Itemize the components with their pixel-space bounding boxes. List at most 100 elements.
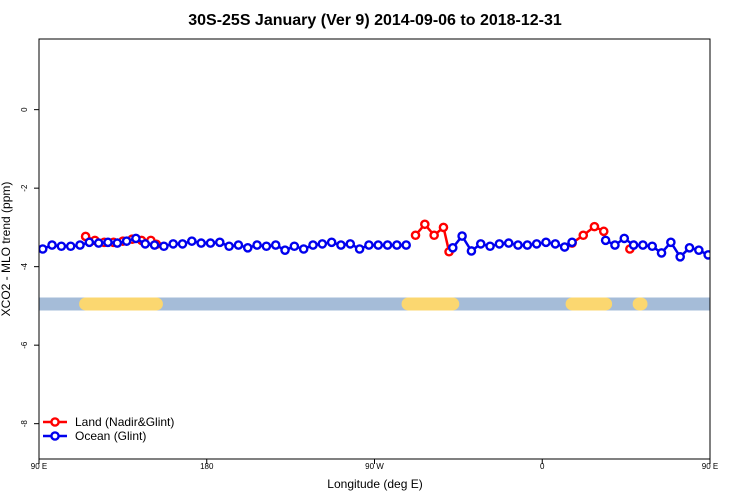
series-1-point [214,237,225,248]
series-0-point [578,230,589,241]
series-1-point [647,241,658,252]
series-1-point [112,238,123,248]
series-1-point [177,239,188,249]
series-1-point [364,240,374,250]
series-1-point [47,240,57,250]
series-1-point [121,236,132,246]
series-1-point [75,240,85,250]
series-0-point [589,221,600,232]
series-1-point [494,239,505,249]
series-1-point [336,240,346,250]
y-tick-label: 0 [20,107,29,112]
series-1-point [466,246,477,256]
series-1-point [559,242,570,252]
series-1-point [205,238,216,248]
series-1-point [401,240,411,250]
series-1-point [39,244,48,254]
series-1-point [187,236,197,246]
series-0-line-2 [571,225,605,245]
series-1-point [168,239,178,249]
series-1-point [224,241,234,252]
series-1 [39,231,749,262]
series-1-point [503,238,514,248]
series-1-point [703,250,710,260]
series-1-point [684,243,695,253]
series-1-point [65,241,76,252]
y-tick-label: -8 [20,420,29,428]
x-tick-label: 180 [200,462,214,471]
series-0-point [420,219,430,230]
series-1-point [159,241,169,252]
series-1-point [531,239,542,249]
series-1-point [149,240,160,250]
series-1-point [252,240,262,250]
legend-label: Ocean (Glint) [75,429,146,443]
series-1-point [354,244,365,254]
series-1-point [382,240,393,250]
series-1-point [457,231,467,241]
series-1-point [103,237,113,248]
series-1-point [289,241,300,252]
series-1-point [298,244,309,254]
y-axis-label: XCO2 - MLO trend (ppm) [0,182,13,317]
series-1-point [242,243,253,253]
series-1-point [723,241,730,248]
series-1-point [475,239,486,249]
series-1-point [628,240,639,250]
series-1-point [392,240,402,250]
series-1-point [714,244,721,251]
plot-frame [38,38,711,460]
series-1-point [261,241,272,252]
series-1-point [270,240,281,250]
series-1-point [280,245,290,255]
series-1-point [485,241,495,252]
series-1-point [373,240,384,250]
series-1-point [619,233,630,244]
series-1-point [345,239,356,249]
x-tick-label: 90 E [31,462,47,471]
series-1-point [550,239,561,249]
series-0-point [598,226,609,237]
series-0-point [438,222,449,233]
series-1-point [93,238,104,248]
series-1-point [656,248,667,258]
series-1-point [131,233,141,244]
legend: Land (Nadir&Glint)Ocean (Glint) [43,415,174,443]
y-tick-label: -4 [20,263,29,271]
series-1-point [567,237,577,248]
series-1-point [694,245,704,255]
y-tick-label: -6 [20,341,29,349]
chart-title: 30S-25S January (Ver 9) 2014-09-06 to 20… [188,12,562,29]
series-0-point [429,230,439,241]
legend-swatch-marker [50,431,60,441]
series-1-point [638,240,648,250]
y-tick-label: -2 [20,184,29,192]
series-1-point [675,252,685,262]
series-1-point [196,238,206,248]
series-1-point [140,239,151,249]
x-tick-label: 90 E [702,462,718,471]
series-1-point [666,237,676,248]
y-axis: 0 -2 -4 -6 -8 [20,107,39,427]
series-1-point [610,240,620,250]
series-1-point [326,237,337,248]
x-axis-label: Longitude (deg E) [327,477,422,491]
series-1-point [742,243,749,250]
series-1-point [522,240,533,250]
series-1-point [308,240,318,250]
series-1-point [317,239,328,249]
series-1-point [56,241,67,252]
series-layer [39,219,749,262]
x-axis: 90 E 180 90 W 0 90 E [31,459,718,471]
series-1-point [600,235,611,246]
series-1-point [732,243,739,250]
series-1-point [84,237,95,248]
series-1-point [233,240,244,250]
legend-swatch-marker [50,417,60,427]
x-tick-label: 90 W [365,462,384,471]
series-1-point [513,240,523,250]
series-1-point [447,243,458,253]
series-1-point [541,237,551,248]
x-tick-label: 0 [540,462,545,471]
